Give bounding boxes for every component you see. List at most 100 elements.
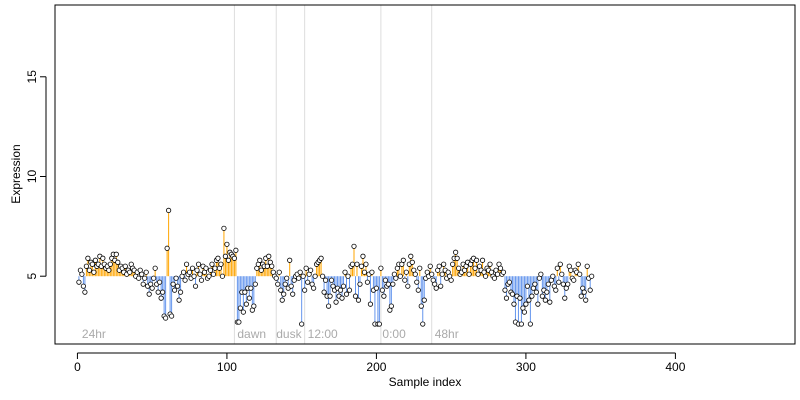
- data-point: [166, 207, 172, 213]
- data-point: [164, 245, 170, 251]
- data-point: [151, 275, 157, 281]
- data-point: [545, 281, 551, 287]
- data-point: [403, 269, 409, 275]
- data-point: [473, 257, 480, 263]
- data-point: [191, 273, 197, 279]
- group-label: dusk: [276, 327, 302, 341]
- data-point: [556, 279, 562, 285]
- data-point: [517, 295, 523, 301]
- data-point: [363, 261, 369, 267]
- data-point: [240, 309, 246, 315]
- data-point: [414, 279, 420, 285]
- data-point: [412, 271, 418, 277]
- data-point: [221, 225, 227, 231]
- data-point: [171, 287, 178, 293]
- data-point: [376, 321, 383, 327]
- x-axis-title: Sample index: [389, 375, 462, 389]
- data-point: [340, 283, 347, 289]
- data-point: [308, 267, 314, 273]
- data-point: [527, 321, 533, 327]
- data-point: [113, 251, 119, 257]
- data-point: [497, 265, 504, 271]
- data-point: [197, 271, 203, 277]
- data-point: [475, 271, 481, 277]
- data-point: [209, 261, 215, 267]
- data-point: [565, 281, 571, 287]
- data-point: [342, 269, 348, 275]
- data-point: [589, 273, 595, 279]
- data-point: [106, 267, 112, 273]
- data-point: [127, 269, 133, 275]
- data-point: [378, 265, 384, 271]
- x-axis: 0 100 200 300 400: [74, 352, 686, 374]
- data-point: [559, 271, 565, 277]
- data-points: [76, 207, 595, 327]
- data-point: [418, 303, 424, 309]
- data-point: [337, 287, 344, 293]
- data-point: [290, 291, 296, 297]
- data-point: [186, 269, 193, 275]
- data-point: [136, 275, 142, 281]
- data-point: [152, 265, 158, 271]
- data-point: [405, 283, 411, 289]
- data-point: [210, 271, 217, 277]
- data-point: [281, 291, 287, 297]
- data-point: [557, 261, 563, 267]
- data-point: [322, 277, 329, 283]
- data-point: [243, 301, 249, 307]
- data-point: [287, 257, 293, 263]
- data-point: [487, 261, 493, 267]
- data-point: [550, 273, 556, 279]
- data-point: [381, 293, 387, 299]
- data-point: [441, 261, 447, 267]
- data-point: [157, 279, 163, 285]
- data-point: [180, 269, 187, 275]
- data-point: [439, 271, 445, 277]
- data-point: [299, 321, 305, 327]
- data-point: [379, 287, 385, 293]
- y-axis: 5 10 15: [25, 70, 47, 280]
- data-point: [429, 271, 435, 277]
- data-point: [89, 261, 95, 267]
- y-tick-label: 10: [25, 169, 39, 183]
- data-point: [297, 269, 303, 275]
- data-point: [300, 273, 306, 279]
- x-tick-label: 300: [516, 360, 536, 374]
- group-label: 0:00: [382, 327, 406, 341]
- data-point: [100, 255, 106, 261]
- data-point: [575, 261, 581, 267]
- plot-frame: [54, 4, 796, 345]
- data-point: [305, 279, 311, 285]
- data-point: [345, 273, 351, 279]
- data-point: [361, 269, 368, 275]
- data-point: [79, 271, 85, 277]
- y-tick-label: 5: [25, 273, 39, 280]
- data-point: [560, 281, 566, 287]
- data-point: [182, 277, 188, 283]
- data-point: [273, 275, 279, 281]
- data-point: [482, 273, 489, 279]
- data-point: [143, 269, 149, 275]
- data-point: [246, 295, 252, 301]
- data-point: [343, 291, 350, 297]
- data-point: [82, 289, 88, 295]
- data-point: [402, 277, 408, 283]
- data-point: [264, 263, 270, 269]
- data-point: [302, 287, 308, 293]
- data-point: [333, 299, 339, 305]
- data-point: [421, 297, 427, 303]
- data-point: [174, 283, 181, 289]
- data-point: [327, 293, 333, 299]
- data-point: [237, 305, 243, 311]
- data-point: [160, 289, 166, 295]
- data-point: [367, 301, 374, 307]
- data-point: [146, 291, 152, 297]
- data-point: [248, 285, 254, 291]
- data-point: [420, 321, 426, 327]
- data-point: [107, 261, 113, 267]
- y-axis-title: Expression: [9, 144, 23, 203]
- data-point: [233, 247, 239, 253]
- data-point: [466, 271, 472, 277]
- data-point: [397, 273, 403, 279]
- data-point: [279, 297, 285, 303]
